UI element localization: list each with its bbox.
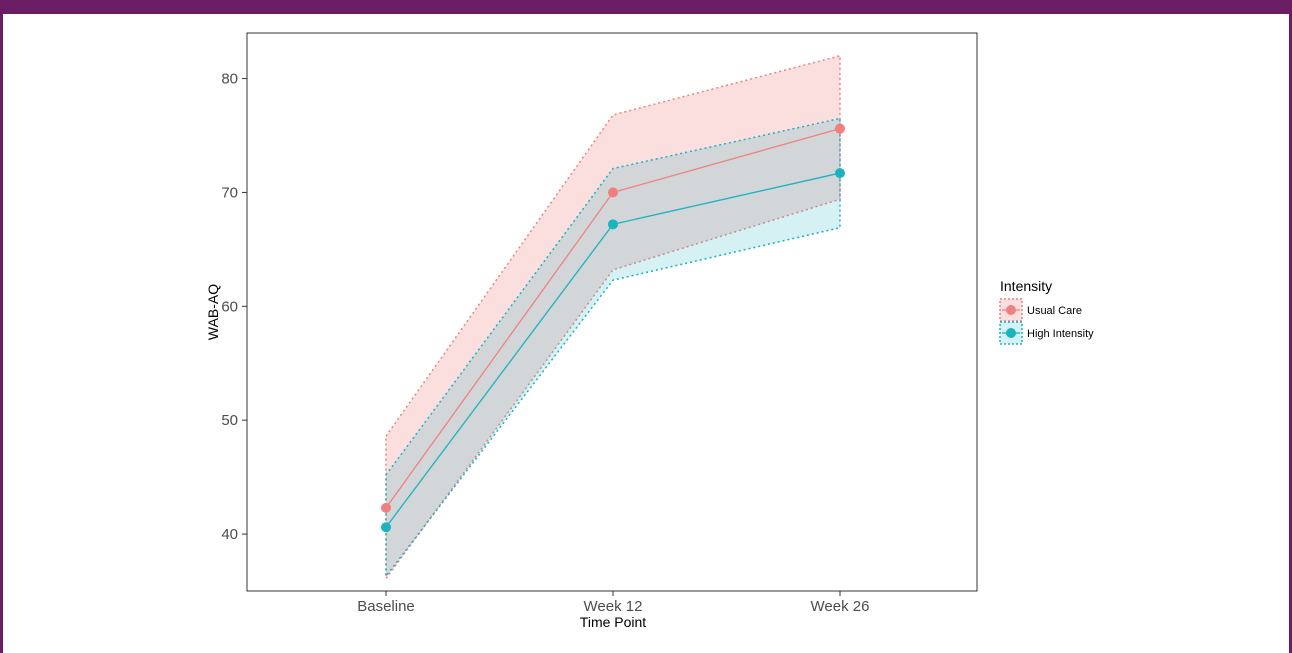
data-point-high-intensity [608,219,618,230]
y-tick-label: 80 [221,71,238,88]
legend-key-point-high-intensity [1006,328,1016,338]
confidence-band-usual-care [385,54,841,581]
y-tick-label: 40 [221,526,238,543]
x-tick-label: Baseline [357,598,415,615]
y-tick-label: 60 [221,298,238,315]
x-tick-label: Week 12 [584,598,643,615]
data-point-usual-care [835,123,845,134]
x-axis-title: Time Point [580,614,647,630]
data-point-high-intensity [835,168,845,179]
legend-label-usual-care: Usual Care [1027,305,1082,317]
data-point-high-intensity [381,522,391,533]
x-tick-label: Week 26 [811,598,870,615]
plot-area: 40 50 60 70 80 Baseline Week 12 Week 26 [221,32,978,615]
legend-key-point-usual-care [1006,305,1016,315]
data-point-usual-care [608,187,618,198]
legend-label-high-intensity: High Intensity [1027,328,1094,340]
legend-title: Intensity [1000,278,1052,294]
plot-panel-border [246,32,978,592]
header-bar [0,0,1292,14]
legend: Intensity Usual Care High Intensity [999,278,1094,345]
y-tick-label: 50 [221,412,238,429]
data-point-usual-care [381,502,391,513]
y-tick-label: 70 [221,184,238,201]
confidence-band-high-intensity [385,117,841,579]
y-axis-title: WAB-AQ [205,284,221,340]
